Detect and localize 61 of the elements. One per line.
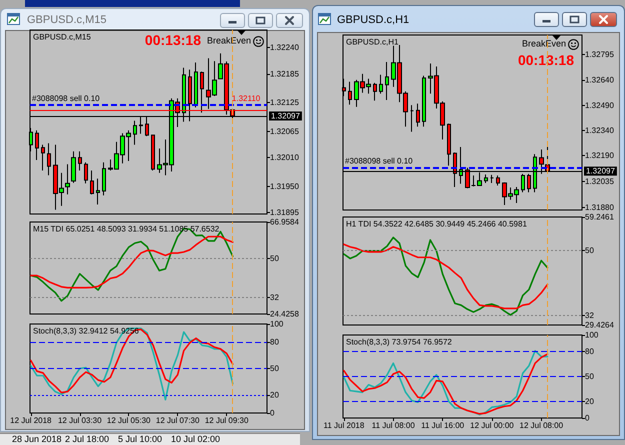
- y-tick-label: 1.32010: [270, 153, 300, 162]
- y-tick-label: 66.9584: [270, 218, 300, 226]
- ref-line-label: #3088098 sell 0.10: [32, 94, 100, 104]
- annotation: BreakEven: [522, 38, 566, 48]
- y-tick-label: 1.32065: [270, 126, 300, 136]
- y-tick-label: 1.31950: [270, 182, 300, 191]
- y-tick-label: 20: [585, 396, 594, 406]
- x-tick-label: 12 Jul 03:30: [58, 416, 102, 425]
- y-tick-label: 1.32640: [585, 76, 614, 85]
- y-tick-label: 0: [585, 414, 590, 422]
- y-tick-label: 1.32190: [585, 151, 614, 160]
- x-tick-label: 12 Jul 07:30: [156, 416, 200, 425]
- y-tick-label: 100: [270, 320, 284, 328]
- chart-title: Stoch(8,3,3) 73.9754 76.9572: [346, 338, 452, 346]
- x-tick-label: 12 Jul 2018: [10, 416, 52, 425]
- x-tick-label: 12 Jul 08:00: [519, 421, 564, 430]
- chart-title: GBPUSD.c,H1: [346, 38, 400, 46]
- x-tick-label: 12 Jul 05:30: [106, 416, 152, 425]
- y-tick-label: 80: [270, 337, 280, 346]
- y-tick-label: 1.32035: [585, 177, 614, 186]
- annotation: 00:13:18: [518, 52, 574, 68]
- y-tick-label: 50: [270, 254, 280, 264]
- y-tick-label: 59.2461: [585, 212, 614, 222]
- x-tick-label: 12 Jul 09:30: [204, 416, 249, 425]
- ref-line-label: 1.32097: [586, 166, 616, 176]
- text: 5 Jul 10:00: [118, 434, 162, 445]
- y-tick-label: 1.32795: [585, 50, 614, 59]
- y-tick-label: 50: [270, 364, 280, 373]
- y-tick-label: 1.32125: [270, 98, 300, 108]
- y-tick-label: 1.32185: [270, 69, 300, 78]
- x-tick-label: 11 Jul 08:00: [372, 421, 416, 430]
- y-tick-label: 100: [585, 330, 599, 340]
- ref-line-label: 1.32110: [232, 94, 261, 104]
- x-tick-label: 12 Jul 00:00: [470, 421, 514, 430]
- y-tick-label: 32: [585, 311, 594, 320]
- text: 28 Jun 2018: [12, 434, 62, 445]
- y-tick-label: 32: [270, 293, 280, 302]
- text: 10 Jul 02:00: [171, 434, 220, 445]
- chart-title: GBPUSD.c,H1: [337, 14, 410, 26]
- x-tick-label: 11 Jul 2018: [324, 421, 365, 430]
- text: 2 Jul 18:00: [65, 434, 110, 445]
- y-tick-label: 1.32490: [585, 100, 614, 110]
- y-tick-label: 80: [585, 347, 594, 356]
- y-tick-label: 50: [585, 246, 594, 255]
- x-tick-label: 11 Jul 16:00: [421, 421, 465, 430]
- y-tick-label: 24.4258: [270, 310, 300, 318]
- annotation: 00:13:18: [144, 32, 202, 48]
- ref-line-label: #3088098 sell 0.10: [345, 156, 414, 166]
- y-tick-label: 1.31895: [270, 208, 300, 218]
- y-tick-label: 29.4264: [585, 320, 614, 330]
- chart-title: GBPUSD.c,M15: [27, 14, 106, 26]
- y-tick-label: 50: [585, 372, 594, 381]
- y-tick-label: 1.32240: [270, 43, 300, 52]
- y-tick-label: 20: [270, 390, 280, 400]
- y-tick-label: 1.32340: [585, 126, 614, 135]
- y-tick-label: 1.31880: [585, 202, 614, 212]
- chart-title: M15 TDI 65.0251 48.5093 31.9934 51.1085 57.6532: [33, 224, 220, 234]
- ref-line-label: 1.32097: [271, 112, 300, 121]
- chart-title: H1 TDI 54.3522 42.6485 30.9449 45.2466 40.5981: [346, 220, 528, 228]
- y-tick-label: 0: [270, 408, 275, 418]
- chart-title: GBPUSD.c,M15: [33, 32, 92, 42]
